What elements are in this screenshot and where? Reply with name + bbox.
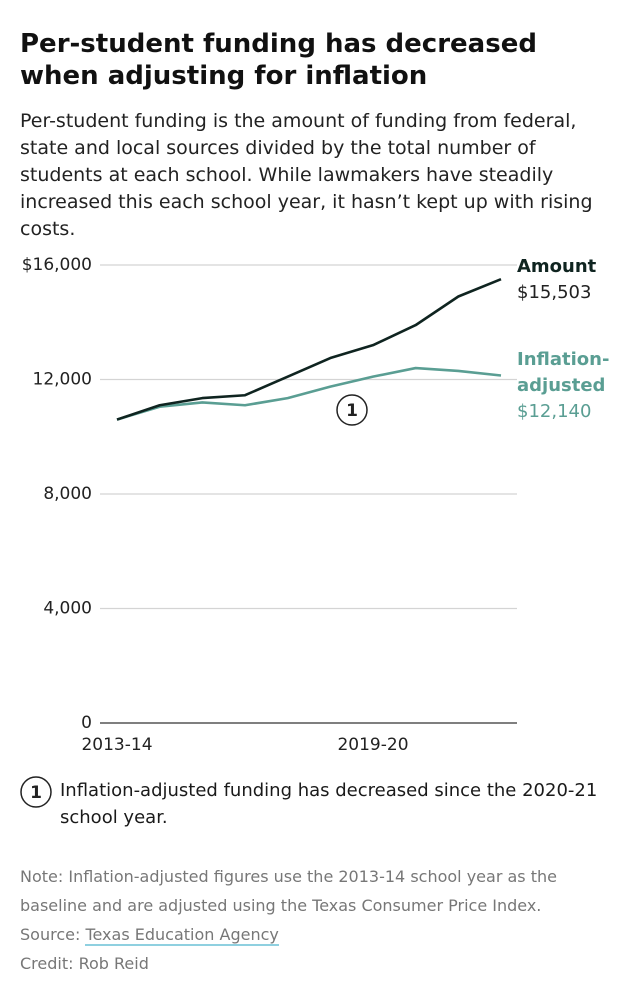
x-tick-label: 2019-20: [337, 735, 408, 755]
chart-subtitle: Per-student funding is the amount of fun…: [20, 110, 593, 240]
y-tick-label: 4,000: [43, 599, 92, 619]
note: Note: Inflation-adjusted figures use the…: [20, 867, 557, 915]
annotation-marker-label: 1: [30, 783, 42, 803]
data-label: $12,140: [517, 401, 592, 423]
annotation-marker-label: 1: [346, 401, 358, 421]
chart-title: Per-student funding has decreased when a…: [20, 29, 537, 91]
x-tick-label: 2013-14: [81, 735, 152, 755]
footer: Note: Inflation-adjusted figures use the…: [20, 862, 610, 978]
annotation-text: Inflation-adjusted funding has decreased…: [60, 780, 598, 828]
annotation-marker: [336, 394, 368, 426]
annotation-marker: [20, 776, 52, 808]
credit: Credit: Rob Reid: [20, 954, 149, 973]
y-tick-label: 12,000: [33, 370, 92, 390]
source-link[interactable]: Texas Education Agency: [85, 925, 279, 946]
legend-label: Amount: [517, 256, 597, 278]
y-tick-label: 0: [81, 713, 92, 733]
source-label: Source:: [20, 925, 81, 944]
data-label: $15,503: [517, 282, 592, 304]
y-tick-label: $16,000: [22, 255, 92, 275]
y-tick-label: 8,000: [43, 484, 92, 504]
series-line: [116, 278, 502, 421]
legend-label: Inflation-adjusted: [517, 349, 610, 397]
series-line: [116, 366, 502, 421]
source: Source: Texas Education Agency: [20, 920, 610, 949]
